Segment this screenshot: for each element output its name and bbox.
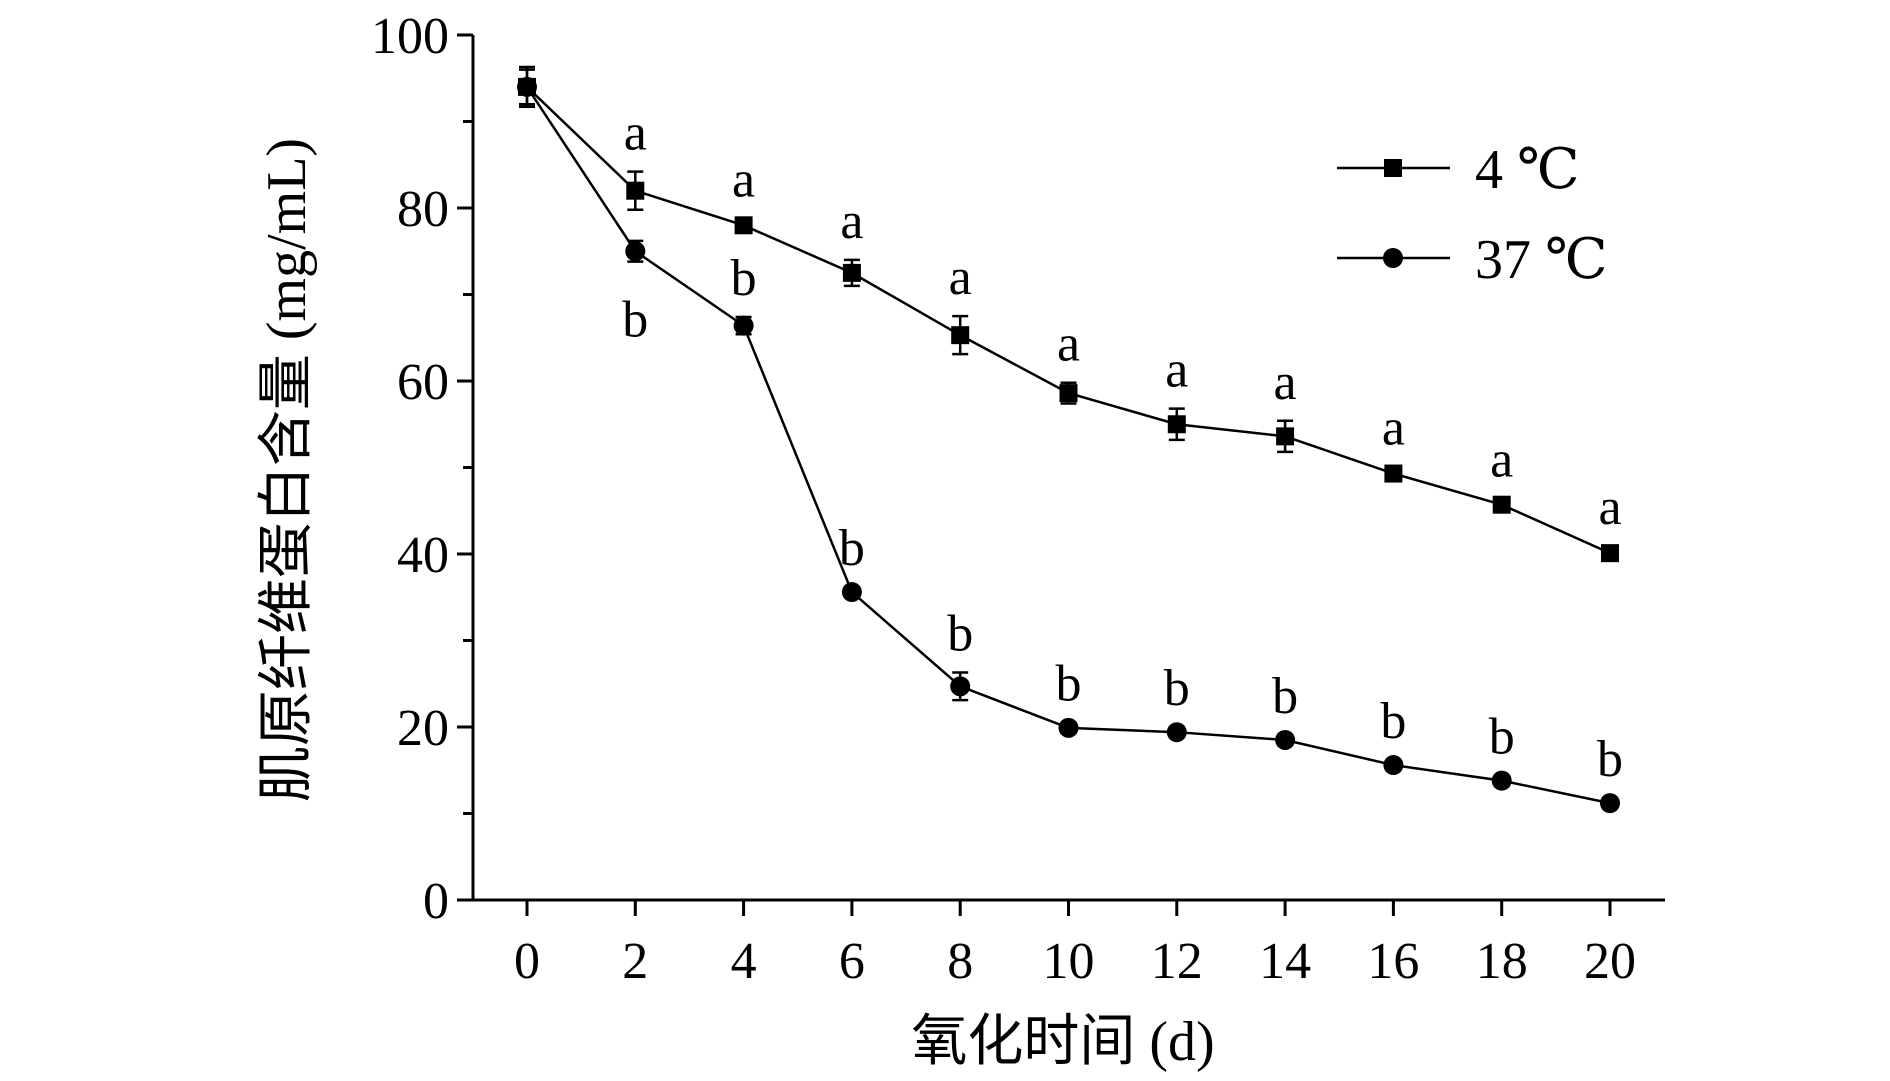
circle-marker — [625, 241, 646, 262]
legend-label: 37 ℃ — [1475, 229, 1608, 291]
square-marker — [1492, 495, 1511, 514]
significance-label: a — [1490, 432, 1513, 489]
square-marker — [1059, 384, 1078, 403]
circle-marker — [841, 582, 862, 603]
x-tick-label: 6 — [839, 933, 865, 990]
x-tick-label: 20 — [1584, 933, 1636, 990]
x-tick-label: 10 — [1043, 933, 1095, 990]
significance-label: b — [1597, 731, 1623, 788]
y-tick-label: 40 — [397, 527, 449, 584]
legend: 4 ℃ 37 ℃ — [1337, 139, 1608, 291]
square-marker — [734, 216, 753, 235]
significance-label: a — [1165, 342, 1188, 399]
y-tick-label: 20 — [397, 700, 449, 757]
significance-label: a — [732, 151, 755, 208]
legend-label: 4 ℃ — [1475, 139, 1580, 201]
significance-label: b — [1380, 693, 1406, 750]
significance-label: a — [1598, 479, 1621, 536]
series-4c: a a a a a a a a a a — [518, 65, 1622, 563]
legend-item: 37 ℃ — [1337, 229, 1608, 291]
significance-label: b — [731, 250, 757, 307]
significance-label: b — [1489, 708, 1515, 765]
x-tick-label: 0 — [514, 933, 540, 990]
square-marker — [1601, 544, 1619, 563]
y-tick-label: 60 — [397, 354, 449, 411]
y-axis-label: 肌原纤维蛋白含量 (mg/mL) — [256, 138, 318, 802]
circle-marker — [1058, 717, 1079, 738]
significance-label: a — [1057, 316, 1080, 373]
y-tick-label: 80 — [397, 181, 449, 238]
significance-label: b — [1056, 656, 1082, 713]
square-marker — [626, 181, 645, 200]
y-tick-label: 100 — [371, 8, 449, 65]
circle-marker — [733, 315, 754, 336]
circle-marker — [1383, 755, 1404, 776]
x-tick-label: 12 — [1151, 933, 1203, 990]
series-37c: b b b b b b b b b b — [517, 68, 1623, 814]
significance-label: b — [1272, 668, 1298, 725]
square-marker — [1384, 464, 1403, 483]
circle-marker — [517, 76, 537, 97]
significance-label: b — [1164, 660, 1190, 717]
square-marker — [1167, 415, 1186, 434]
significance-label: b — [839, 520, 865, 577]
significance-label: b — [622, 291, 648, 348]
x-tick-label: 4 — [731, 933, 757, 990]
y-tick-label: 0 — [423, 873, 449, 930]
significance-label: b — [947, 606, 973, 663]
x-tick-label: 18 — [1476, 933, 1528, 990]
square-marker — [951, 326, 970, 345]
circle-marker — [1275, 729, 1296, 750]
legend-item: 4 ℃ — [1337, 139, 1580, 201]
x-tick-label: 14 — [1259, 933, 1311, 990]
circle-marker — [1166, 722, 1187, 743]
circle-marker — [1383, 248, 1403, 268]
square-marker — [842, 263, 861, 282]
square-marker — [1276, 427, 1295, 446]
axes: 0 20 40 60 80 100 0 2 4 6 8 10 12 14 16 18 20 — [371, 8, 1665, 990]
x-tick-label: 8 — [947, 933, 973, 990]
x-axis-label: 氧化时间 (d) — [911, 1011, 1214, 1073]
significance-label: a — [1274, 354, 1297, 411]
circle-marker — [950, 676, 971, 697]
square-marker — [1384, 159, 1402, 177]
significance-label: a — [1382, 400, 1405, 457]
significance-label: a — [949, 249, 972, 306]
circle-marker — [1600, 793, 1620, 814]
significance-label: a — [840, 193, 863, 250]
circle-marker — [1491, 770, 1512, 791]
significance-label: a — [624, 105, 647, 162]
x-tick-label: 16 — [1367, 933, 1419, 990]
x-tick-label: 2 — [622, 933, 648, 990]
